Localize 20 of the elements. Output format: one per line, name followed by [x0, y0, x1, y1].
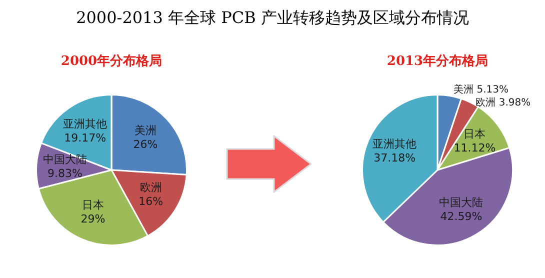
slice-label: 日本 — [464, 128, 486, 141]
slice-label: 美洲 — [134, 124, 157, 137]
data-label: 16% — [138, 194, 164, 208]
data-label: 42.59% — [440, 210, 482, 224]
slice-label: 美洲 5.13% — [454, 83, 508, 96]
slice-label: 欧洲 — [140, 180, 162, 194]
slice-label: 亚洲其他 — [372, 138, 417, 151]
slice-label: 日本 — [82, 198, 104, 212]
slice-label: 亚洲其他 — [63, 117, 108, 130]
data-label: 26% — [133, 138, 158, 151]
slice-label: 欧洲 3.98% — [476, 96, 531, 108]
data-label: 19.17% — [64, 131, 106, 144]
data-label: 9.83% — [47, 167, 82, 180]
slice-label: 中国大陆 — [439, 196, 484, 210]
text: 2000-2013 年全球 PCB 产业转移趋势及区域分布情况 — [75, 8, 470, 29]
data-label: 29% — [80, 212, 106, 226]
data-label: 37.18% — [374, 152, 416, 165]
chart-subtitle: 2013年分布格局 — [386, 53, 490, 70]
data-label: 11.12% — [454, 142, 496, 155]
chart-subtitle: 2000年分布格局 — [60, 53, 164, 70]
